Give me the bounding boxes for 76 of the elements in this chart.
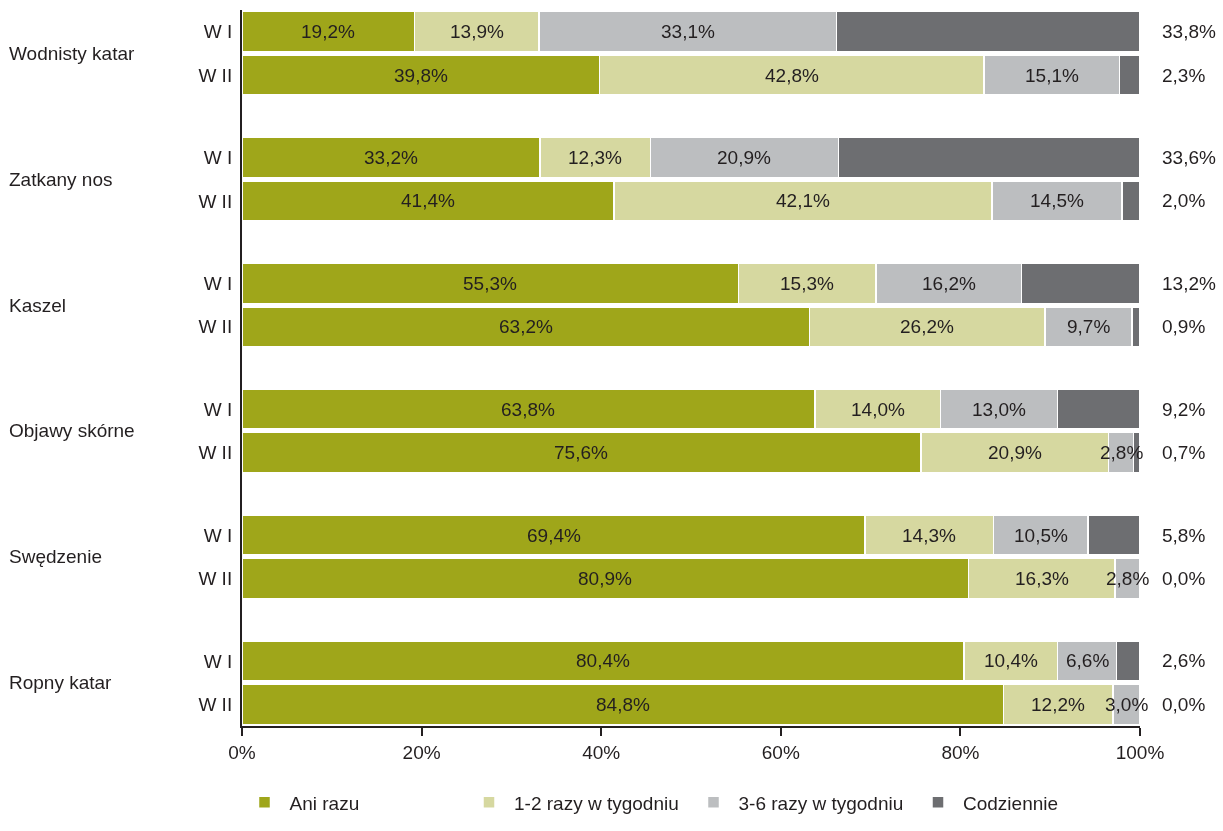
data-label: 80,9%	[578, 568, 632, 589]
data-label: 80,4%	[576, 650, 630, 671]
data-label: 63,2%	[499, 316, 553, 337]
data-label: 0,0%	[1162, 568, 1206, 589]
y-tick-label: W I	[203, 524, 233, 546]
text: Swędzenie	[9, 546, 102, 567]
data-label: 63,8%	[501, 399, 555, 420]
data-label: 69,4%	[527, 525, 581, 546]
x-tick-label: 40%	[582, 741, 621, 763]
data-label: 15,1%	[1025, 65, 1079, 86]
legend-label: 3-6 razy w tygodniu	[738, 792, 904, 814]
data-label: 2,0%	[1162, 190, 1206, 211]
data-label: 14,0%	[851, 399, 905, 420]
y-tick-label: W I	[203, 650, 233, 672]
data-label: 13,0%	[972, 399, 1026, 420]
data-label: 20,9%	[988, 442, 1042, 463]
data-label: 75,6%	[554, 442, 608, 463]
data-label: 84,8%	[596, 694, 650, 715]
data-label: 26,2%	[900, 316, 954, 337]
legend-label: Codziennie	[963, 792, 1059, 814]
x-tick-label: 20%	[402, 741, 441, 763]
data-label: 33,1%	[661, 21, 715, 42]
data-label: 6,6%	[1066, 650, 1110, 671]
data-label: 2,8%	[1100, 442, 1144, 463]
text: Wodnisty katar	[9, 43, 135, 64]
text: Ropny katar	[9, 672, 113, 693]
data-label: 0,0%	[1162, 694, 1206, 715]
data-label: 33,2%	[364, 147, 418, 168]
data-label: 2,6%	[1162, 650, 1206, 671]
data-label: 15,3%	[780, 273, 834, 294]
data-label: 12,2%	[1031, 694, 1085, 715]
data-label: 3,0%	[1105, 694, 1149, 715]
y-tick-label: W I	[203, 398, 233, 420]
data-label: 5,8%	[1162, 525, 1206, 546]
data-label: 13,9%	[450, 21, 504, 42]
data-label: 2,8%	[1106, 568, 1150, 589]
data-label: 2,3%	[1162, 65, 1206, 86]
data-label: 39,8%	[394, 65, 448, 86]
y-tick-label: W I	[203, 147, 233, 169]
data-label: 42,8%	[765, 65, 819, 86]
data-label: 41,4%	[401, 190, 455, 211]
data-label: 16,3%	[1015, 568, 1069, 589]
data-label: 14,3%	[902, 525, 956, 546]
data-label: 13,2%	[1162, 273, 1216, 294]
data-label: 33,8%	[1162, 21, 1216, 42]
y-tick-label: W II	[198, 568, 233, 590]
y-tick-label: W II	[198, 442, 233, 464]
x-tick-label: 80%	[941, 741, 980, 763]
y-tick-label: W II	[198, 190, 233, 212]
x-tick-label: 60%	[761, 741, 800, 763]
legend-label: Ani razu	[289, 792, 360, 814]
data-label: 0,9%	[1162, 316, 1206, 337]
data-label: 19,2%	[301, 21, 355, 42]
data-label: 55,3%	[463, 273, 517, 294]
data-label: 20,9%	[717, 147, 771, 168]
text: Kaszel	[9, 295, 67, 316]
data-label: 14,5%	[1030, 190, 1084, 211]
text: Objawy skórne	[9, 420, 135, 441]
data-label: 10,5%	[1014, 525, 1068, 546]
data-label: 9,2%	[1162, 399, 1206, 420]
y-tick-label: W I	[203, 21, 233, 43]
data-label: 16,2%	[922, 273, 976, 294]
y-tick-label: W I	[203, 273, 233, 295]
text: Zatkany nos	[9, 169, 113, 190]
data-label: 33,6%	[1162, 147, 1216, 168]
legend-label: 1-2 razy w tygodniu	[514, 792, 679, 814]
x-tick-label: 0%	[228, 741, 256, 763]
y-tick-label: W II	[198, 693, 233, 715]
y-tick-label: W II	[198, 64, 233, 86]
x-tick-label: 100%	[1115, 741, 1165, 763]
y-tick-label: W II	[198, 316, 233, 338]
data-label: 12,3%	[568, 147, 622, 168]
data-label: 10,4%	[984, 650, 1038, 671]
data-label: 0,7%	[1162, 442, 1206, 463]
data-label: 42,1%	[776, 190, 830, 211]
data-label: 9,7%	[1067, 316, 1111, 337]
